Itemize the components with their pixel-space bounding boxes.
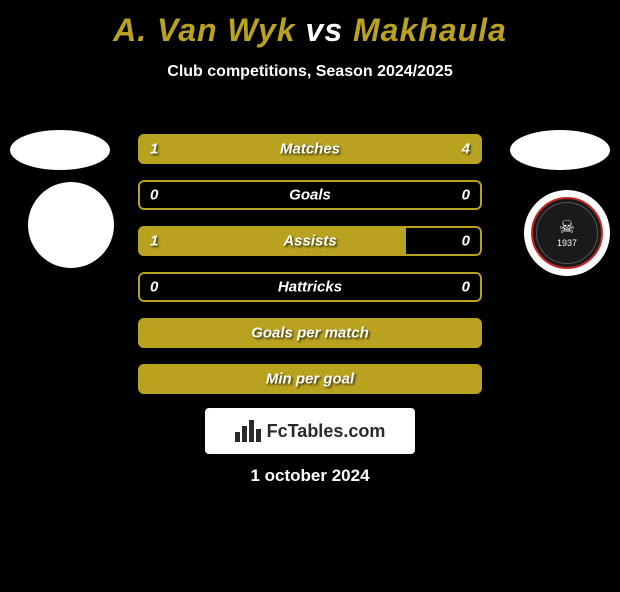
comparison-bars: Matches14Goals00Assists10Hattricks00Goal… — [138, 134, 482, 410]
date-text: 1 october 2024 — [0, 466, 620, 486]
bar-value-left: 0 — [150, 187, 158, 204]
player2-club-badge: ☠ 1937 — [524, 190, 610, 276]
skull-icon: ☠ — [559, 218, 575, 236]
club-year: 1937 — [557, 238, 577, 248]
vs-text: vs — [306, 12, 344, 48]
bar-row: Goals0 0 — [138, 180, 482, 210]
player2-avatar — [510, 130, 610, 170]
club-badge-inner: ☠ 1937 — [531, 197, 603, 269]
brand-text: FcTables.com — [267, 421, 386, 442]
brand-chart-icon — [235, 420, 261, 442]
brand-box: FcTables.com — [205, 408, 415, 454]
bar-row: Hattricks0 0 — [138, 272, 482, 302]
bar-value-right: 0 — [462, 233, 470, 250]
bar-row: Matches1 4 — [138, 134, 482, 164]
bar-row: Assists1 0 — [138, 226, 482, 256]
page-title: A. Van Wyk vs Makhaula — [0, 12, 620, 49]
player2-name: Makhaula — [353, 12, 507, 48]
bar-value-left: 0 — [150, 279, 158, 296]
bar-row: Goals per match — [138, 318, 482, 348]
bar-value-right: 0 — [462, 279, 470, 296]
player1-avatar — [10, 130, 110, 170]
player1-club-badge — [28, 182, 114, 268]
bar-label: Goals — [138, 187, 482, 204]
bar-label: Goals per match — [138, 325, 482, 342]
bar-label: Matches — [138, 141, 482, 158]
player1-name: A. Van Wyk — [113, 12, 296, 48]
bar-row: Min per goal — [138, 364, 482, 394]
bar-value-left: 1 — [150, 141, 158, 158]
bar-value-right: 4 — [462, 141, 470, 158]
subtitle: Club competitions, Season 2024/2025 — [0, 63, 620, 81]
bar-value-left: 1 — [150, 233, 158, 250]
bar-value-right: 0 — [462, 187, 470, 204]
bar-label: Min per goal — [138, 371, 482, 388]
bar-label: Hattricks — [138, 279, 482, 296]
bar-label: Assists — [138, 233, 482, 250]
